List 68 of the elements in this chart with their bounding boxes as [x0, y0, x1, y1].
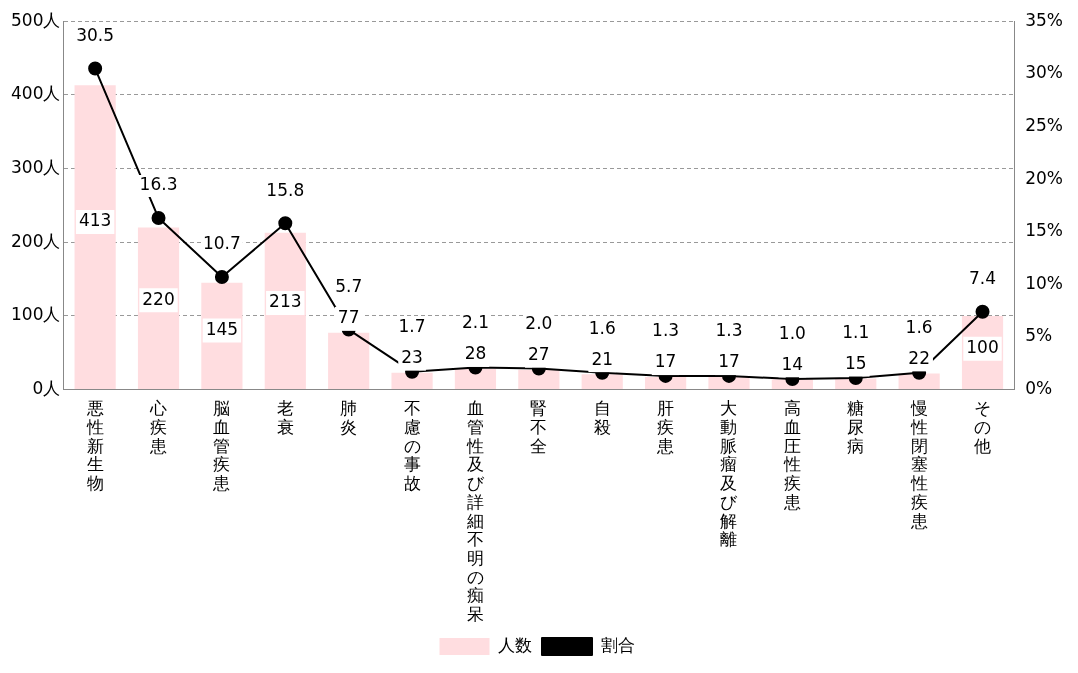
data-label: 1.6: [905, 316, 933, 337]
x-tick-label: 糖尿病: [847, 398, 865, 456]
data-label: 22: [908, 347, 930, 368]
y-tick-label: 100人: [10, 304, 61, 325]
data-label: 10.7: [202, 233, 241, 254]
data-label: 15.8: [266, 179, 305, 200]
data-label: 5.7: [335, 276, 363, 297]
x-tick-label: 自殺: [593, 398, 611, 438]
x-tick-label: 肺炎: [340, 398, 358, 438]
y2-tick-label: 20%: [1025, 167, 1064, 188]
data-label: 1.1: [842, 321, 870, 342]
data-label: 28: [464, 343, 487, 364]
x-tick-label: 腎不全: [530, 398, 548, 456]
data-label: 2.0: [525, 313, 553, 334]
x-tick-label: 大動脈瘤及び解離: [720, 398, 739, 550]
y2-tick-label: 10%: [1025, 272, 1064, 293]
data-label: 100: [966, 337, 999, 358]
category-label: 血管性及び詳細不明の痴呆: [466, 398, 484, 625]
x-tick-label: 心疾患: [149, 398, 168, 456]
data-label: 17: [654, 351, 677, 372]
data-label: 1.3: [652, 320, 680, 341]
legend-label: 人数: [498, 634, 532, 655]
y2-tick-label: 0%: [1025, 378, 1053, 399]
y-tick-label: 400人: [10, 83, 61, 104]
y2-tick-label: 5%: [1025, 325, 1053, 346]
data-label: 23: [401, 347, 423, 368]
data-label: 2.1: [461, 312, 489, 333]
y-tick-label: 200人: [10, 230, 61, 251]
data-label: 1.3: [715, 320, 743, 341]
y2-tick-label: 30%: [1025, 62, 1064, 83]
y-tick-label: 0人: [32, 378, 61, 399]
bar: [74, 85, 116, 390]
y-tick-label: 500人: [10, 9, 61, 30]
data-label: 413: [78, 210, 112, 231]
x-tick-label: 不慮の事故: [403, 398, 421, 494]
point: [151, 211, 166, 226]
data-label: 17: [718, 351, 740, 372]
point: [88, 61, 103, 76]
x-tick-label: 脳血管疾患: [212, 398, 231, 494]
data-label: 14: [781, 353, 804, 374]
x-tick-label: 高血圧性疾患: [782, 398, 801, 512]
data-label: 1.6: [588, 317, 616, 338]
point: [278, 216, 293, 231]
data-label: 145: [205, 319, 239, 340]
x-tick-label: 慢性閉塞性疾患: [909, 398, 928, 531]
x-tick-label: 肝疾患: [656, 398, 675, 456]
data-label: 1.0: [778, 322, 806, 343]
point: [975, 304, 990, 319]
legend-label: 割合: [600, 634, 635, 655]
point: [214, 269, 229, 284]
data-label: 213: [269, 291, 302, 312]
y2-tick-label: 25%: [1025, 114, 1064, 135]
data-label: 220: [142, 288, 175, 309]
data-label: 21: [591, 348, 614, 369]
y2-tick-label: 35%: [1025, 9, 1064, 30]
y-tick-label: 300人: [10, 156, 61, 177]
data-label: 7.4: [969, 268, 997, 289]
data-label: 27: [528, 344, 550, 365]
data-label: 77: [337, 307, 360, 328]
data-label: 16.3: [139, 174, 178, 195]
y2-tick-label: 15%: [1025, 220, 1064, 241]
data-label: 15: [844, 352, 867, 373]
data-label: 1.7: [398, 316, 426, 337]
data-label: 30.5: [76, 24, 115, 45]
x-tick-label: 悪性新生物: [85, 398, 104, 494]
x-tick-label: 老衰: [276, 398, 294, 438]
x-tick-label: その他: [974, 398, 992, 456]
bar: [328, 332, 370, 390]
